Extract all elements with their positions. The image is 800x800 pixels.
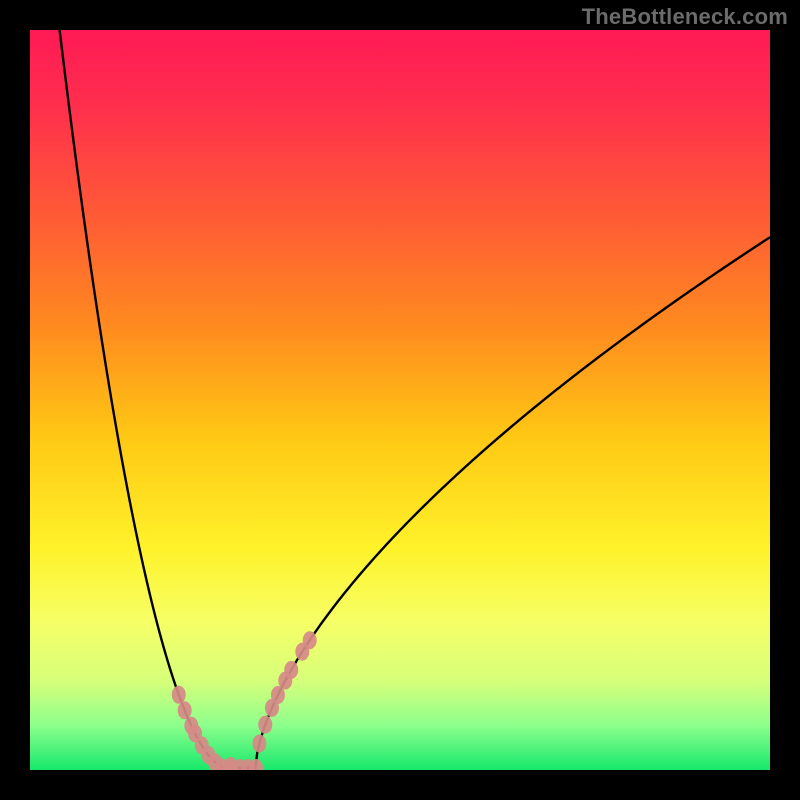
data-marker [172, 686, 186, 704]
data-marker [258, 716, 272, 734]
data-marker [284, 661, 298, 679]
data-marker [303, 631, 317, 649]
chart-svg [0, 0, 800, 800]
data-marker [178, 701, 192, 719]
watermark-text: TheBottleneck.com [582, 4, 788, 30]
chart-canvas: TheBottleneck.com [0, 0, 800, 800]
data-marker [252, 734, 266, 752]
gradient-background [30, 30, 770, 770]
